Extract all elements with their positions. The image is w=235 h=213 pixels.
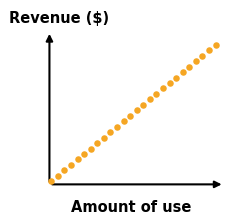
Point [69,163,73,167]
Point [95,141,99,145]
Point [89,147,93,150]
Point [102,136,106,139]
Point [135,109,139,112]
Point [181,71,184,74]
Point [82,152,86,156]
Point [207,49,211,52]
Text: Amount of use: Amount of use [71,200,192,213]
Point [141,103,145,106]
Point [49,180,53,183]
Point [63,169,66,172]
Point [214,43,217,46]
Point [194,59,198,63]
Point [109,131,112,134]
Point [122,119,125,123]
Point [174,76,178,79]
Point [115,125,119,128]
Point [56,174,60,178]
Point [154,92,158,96]
Point [161,87,165,90]
Point [148,98,152,101]
Point [168,81,171,85]
Point [200,54,204,58]
Point [76,158,79,161]
Point [128,114,132,118]
Text: Revenue ($): Revenue ($) [9,11,110,26]
Point [187,65,191,68]
